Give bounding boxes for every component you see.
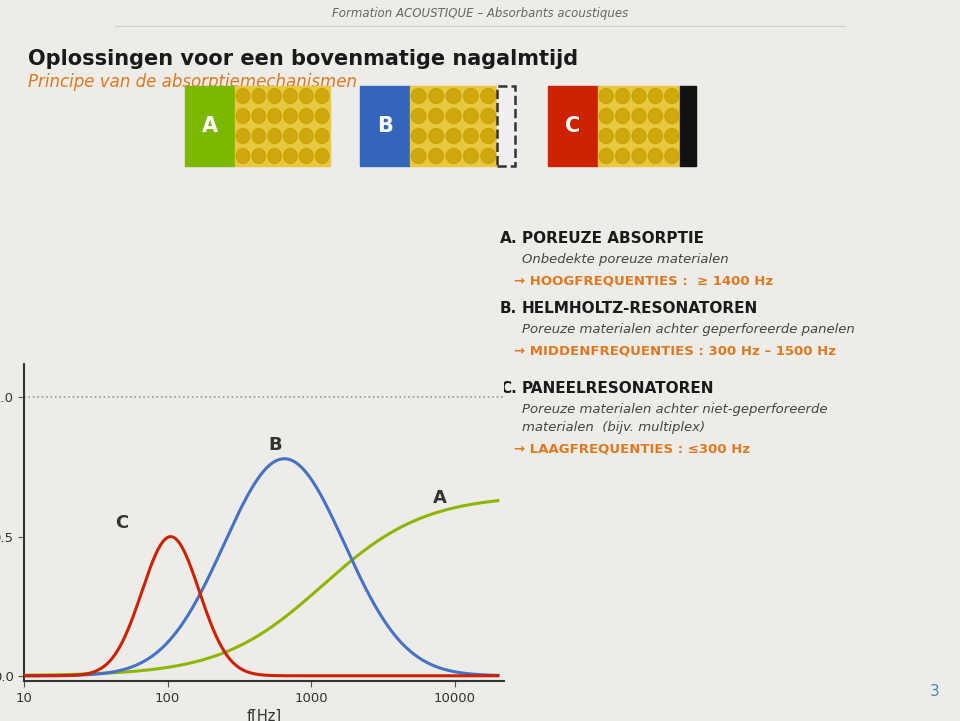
Ellipse shape [429, 108, 444, 123]
Text: 3: 3 [930, 684, 940, 699]
Text: C.: C. [500, 381, 516, 396]
Ellipse shape [464, 149, 478, 164]
Ellipse shape [665, 128, 679, 143]
Bar [548, 86, 598, 166]
Bar [410, 86, 497, 166]
Ellipse shape [315, 149, 329, 164]
Ellipse shape [464, 89, 478, 104]
Ellipse shape [632, 89, 646, 104]
Ellipse shape [315, 128, 329, 143]
X-axis label: f[Hz]: f[Hz] [247, 709, 281, 721]
Ellipse shape [284, 128, 298, 143]
Text: POREUZE ABSORPTIE: POREUZE ABSORPTIE [522, 231, 704, 246]
Text: A.: A. [500, 231, 517, 246]
Ellipse shape [315, 108, 329, 123]
Text: B.: B. [500, 301, 517, 316]
Bar [360, 86, 410, 166]
Text: Poreuze materialen achter niet-geperforeerde: Poreuze materialen achter niet-geperfore… [522, 403, 828, 416]
Ellipse shape [481, 128, 495, 143]
Text: C: C [565, 116, 581, 136]
Ellipse shape [252, 108, 266, 123]
Ellipse shape [599, 128, 613, 143]
Bar [497, 86, 515, 166]
Ellipse shape [648, 89, 662, 104]
Bar [680, 86, 696, 166]
Text: materialen  (bijv. multiplex): materialen (bijv. multiplex) [522, 421, 706, 434]
Ellipse shape [632, 128, 646, 143]
Text: B: B [268, 436, 281, 454]
Text: → LAAGFREQUENTIES : ≤300 Hz: → LAAGFREQUENTIES : ≤300 Hz [514, 442, 750, 455]
Ellipse shape [632, 149, 646, 164]
Ellipse shape [665, 89, 679, 104]
Ellipse shape [411, 128, 426, 143]
Ellipse shape [252, 89, 266, 104]
Bar [235, 86, 330, 166]
Text: A: A [433, 490, 446, 508]
Ellipse shape [665, 108, 679, 123]
Ellipse shape [300, 89, 313, 104]
Ellipse shape [615, 149, 630, 164]
Ellipse shape [411, 89, 426, 104]
Text: → MIDDENFREQUENTIES : 300 Hz – 1500 Hz: → MIDDENFREQUENTIES : 300 Hz – 1500 Hz [514, 344, 836, 357]
Text: PANEELRESONATOREN: PANEELRESONATOREN [522, 381, 714, 396]
Ellipse shape [284, 89, 298, 104]
Ellipse shape [300, 128, 313, 143]
Text: Formation ACOUSTIQUE – Absorbants acoustiques: Formation ACOUSTIQUE – Absorbants acoust… [332, 6, 628, 19]
Text: C: C [115, 514, 129, 532]
Ellipse shape [284, 149, 298, 164]
Bar [598, 86, 680, 166]
Bar [497, 86, 515, 166]
Bar [185, 86, 235, 166]
Ellipse shape [648, 149, 662, 164]
Ellipse shape [268, 108, 281, 123]
Ellipse shape [615, 108, 630, 123]
Text: B: B [377, 116, 393, 136]
Text: Onbedekte poreuze materialen: Onbedekte poreuze materialen [522, 253, 729, 266]
Ellipse shape [665, 149, 679, 164]
Ellipse shape [429, 149, 444, 164]
Text: Poreuze materialen achter geperforeerde panelen: Poreuze materialen achter geperforeerde … [522, 323, 854, 336]
Ellipse shape [615, 128, 630, 143]
Ellipse shape [236, 128, 250, 143]
Ellipse shape [464, 128, 478, 143]
Ellipse shape [411, 149, 426, 164]
Ellipse shape [284, 108, 298, 123]
Ellipse shape [446, 128, 461, 143]
Ellipse shape [315, 89, 329, 104]
Ellipse shape [429, 128, 444, 143]
Ellipse shape [236, 149, 250, 164]
Ellipse shape [446, 108, 461, 123]
Ellipse shape [268, 149, 281, 164]
Text: → HOOGFREQUENTIES :  ≥ 1400 Hz: → HOOGFREQUENTIES : ≥ 1400 Hz [514, 274, 773, 287]
Ellipse shape [481, 149, 495, 164]
Text: A: A [202, 116, 218, 136]
Text: HELMHOLTZ-RESONATOREN: HELMHOLTZ-RESONATOREN [522, 301, 758, 316]
Ellipse shape [599, 108, 613, 123]
Ellipse shape [252, 149, 266, 164]
Ellipse shape [599, 89, 613, 104]
Ellipse shape [464, 108, 478, 123]
Ellipse shape [411, 108, 426, 123]
Ellipse shape [268, 89, 281, 104]
Ellipse shape [236, 89, 250, 104]
Text: Principe van de absorptiemechanismen: Principe van de absorptiemechanismen [28, 73, 357, 91]
Ellipse shape [446, 89, 461, 104]
Ellipse shape [268, 128, 281, 143]
Ellipse shape [615, 89, 630, 104]
Ellipse shape [236, 108, 250, 123]
Ellipse shape [632, 108, 646, 123]
Ellipse shape [429, 89, 444, 104]
Ellipse shape [481, 108, 495, 123]
Ellipse shape [599, 149, 613, 164]
Ellipse shape [252, 128, 266, 143]
Ellipse shape [446, 149, 461, 164]
Text: Oplossingen voor een bovenmatige nagalmtijd: Oplossingen voor een bovenmatige nagalmt… [28, 49, 578, 69]
Ellipse shape [648, 128, 662, 143]
Ellipse shape [648, 108, 662, 123]
Ellipse shape [300, 108, 313, 123]
Ellipse shape [481, 89, 495, 104]
Ellipse shape [300, 149, 313, 164]
